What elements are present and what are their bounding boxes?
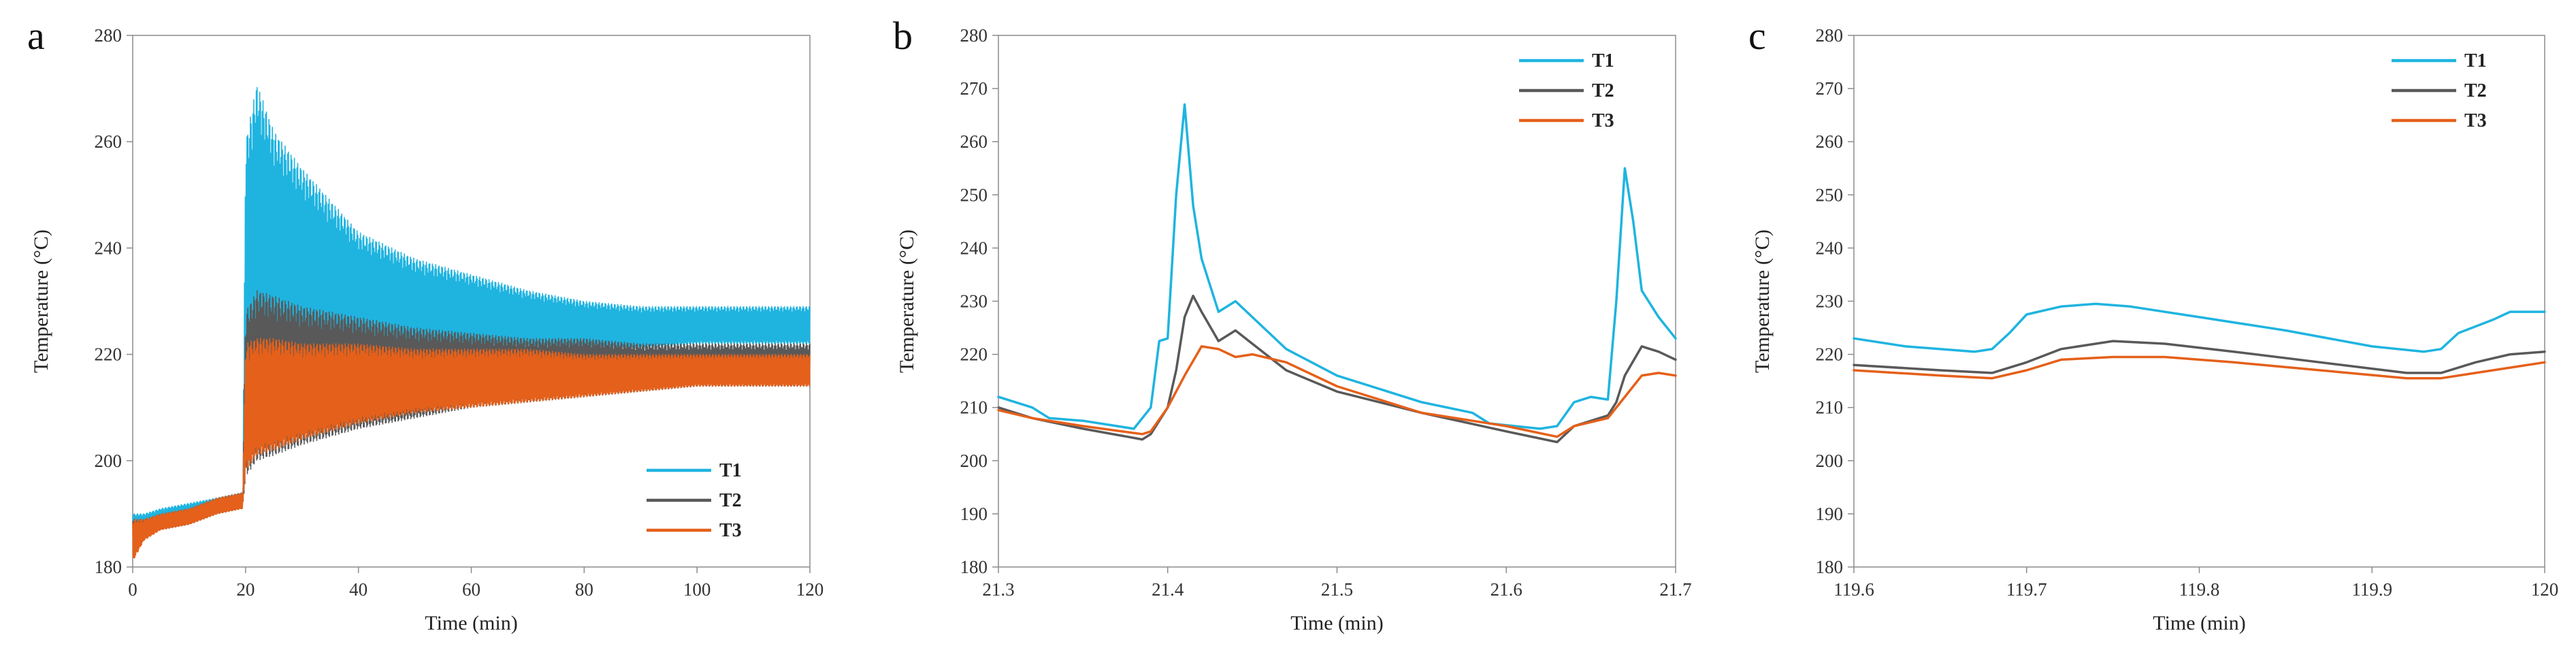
y-tick-label: 240: [1816, 238, 1844, 258]
legend-label-t3: T3: [719, 520, 742, 541]
y-tick-label: 230: [1816, 291, 1844, 312]
y-tick-label: 230: [960, 291, 988, 312]
legend-label-t2: T2: [1592, 80, 1614, 101]
x-axis-title: Time (min): [1290, 612, 1383, 634]
legend: T1 T2 T3: [1519, 50, 1614, 131]
x-tick-label: 119.6: [1833, 579, 1874, 600]
x-tick-label: 21.6: [1490, 579, 1522, 600]
x-axis-title: Time (min): [2153, 612, 2245, 634]
series-group: [132, 86, 811, 559]
y-tick-label: 200: [1816, 451, 1844, 471]
chart-b-svg: 180 190 200 210 220 230 240 250 260 270 280 21.3 21.…: [893, 14, 1692, 634]
chart-c-svg: 180 190 200 210 220 230 240 250 260 270 280 119.6 11…: [1748, 14, 2559, 634]
series-t1-line: [132, 86, 811, 535]
x-tick-label: 119.8: [2179, 579, 2220, 600]
series-t3-line: [997, 345, 1677, 438]
x-tick-label: 60: [462, 579, 480, 600]
y-axis-title: Temperature (°C): [1751, 229, 1774, 373]
x-tick-label: 21.3: [982, 579, 1014, 600]
plot-frame: [1853, 35, 2545, 568]
x-tick-label: 119.7: [2006, 579, 2047, 600]
x-tick-label: 40: [349, 579, 368, 600]
y-tick-label: 260: [95, 131, 123, 152]
y-tick-label: 260: [960, 131, 988, 152]
chart-panel-b: 180 190 200 210 220 230 240 250 260 270 280 21.3 21.…: [859, 0, 1718, 665]
x-tick-label: 21.5: [1321, 579, 1353, 600]
legend-label-t1: T1: [719, 460, 742, 481]
chart-a-svg: 180 200 220 240 260 280 0 20 40 60 80 100 120 Time (m…: [27, 14, 824, 634]
y-tick-label: 270: [1816, 78, 1844, 99]
x-tick-label: 100: [683, 579, 711, 600]
series-t2-line: [997, 294, 1677, 444]
x-tick-label: 80: [575, 579, 593, 600]
legend: T1 T2 T3: [2392, 50, 2487, 131]
y-tick-label: 180: [95, 557, 123, 577]
legend-label-t2: T2: [719, 490, 742, 511]
y-tick-label: 200: [95, 451, 123, 471]
y-tick-label: 250: [1816, 184, 1844, 205]
legend-label-t3: T3: [2464, 110, 2487, 131]
y-tick-label: 190: [1816, 504, 1844, 524]
y-tick-label: 200: [960, 451, 988, 471]
y-tick-label: 240: [960, 238, 988, 258]
plot-frame: [998, 35, 1676, 568]
y-tick-label: 260: [1816, 131, 1844, 152]
x-tick-label: 0: [128, 579, 137, 600]
series-group: [1853, 302, 2546, 380]
y-tick-label: 220: [1816, 344, 1844, 365]
panel-label: a: [27, 14, 45, 58]
chart-panel-a: 180 200 220 240 260 280 0 20 40 60 80 100 120 Time (m…: [0, 0, 859, 665]
legend-label-t3: T3: [1592, 110, 1614, 131]
series-t3-line: [132, 338, 811, 559]
y-axis-title: Temperature (°C): [896, 229, 918, 373]
y-tick-label: 220: [960, 344, 988, 365]
x-axis-title: Time (min): [425, 612, 517, 634]
y-tick-label: 280: [95, 25, 123, 46]
series-t2-line: [1853, 340, 2546, 374]
series-group: [997, 103, 1677, 444]
series-t3-line: [1853, 355, 2546, 380]
y-tick-label: 250: [960, 184, 988, 205]
chart-panel-c: 180 190 200 210 220 230 240 250 260 270 280 119.6 11…: [1718, 0, 2576, 665]
x-tick-label: 119.9: [2351, 579, 2392, 600]
y-tick-label: 220: [95, 344, 123, 365]
x-tick-label: 21.4: [1152, 579, 1184, 600]
y-tick-label: 240: [95, 238, 123, 258]
panel-label: b: [893, 14, 913, 58]
y-tick-label: 270: [960, 78, 988, 99]
legend-label-t1: T1: [2464, 50, 2487, 71]
y-tick-label: 280: [960, 25, 988, 46]
y-tick-label: 210: [960, 398, 988, 418]
legend-label-t1: T1: [1592, 50, 1614, 71]
x-tick-label: 120: [2531, 579, 2559, 600]
x-tick-label: 20: [236, 579, 255, 600]
legend-label-t2: T2: [2464, 80, 2487, 101]
series-t1-line: [1853, 302, 2546, 353]
series-t1-line: [997, 103, 1677, 430]
x-tick-label: 120: [796, 579, 824, 600]
y-tick-label: 190: [960, 504, 988, 524]
y-axis-title: Temperature (°C): [30, 229, 52, 373]
panel-label: c: [1748, 14, 1766, 58]
y-tick-label: 180: [960, 557, 988, 577]
y-tick-label: 180: [1816, 557, 1844, 577]
legend: T1 T2 T3: [647, 460, 742, 541]
y-tick-label: 280: [1816, 25, 1844, 46]
x-tick-label: 21.7: [1659, 579, 1691, 600]
y-tick-label: 210: [1816, 398, 1844, 418]
